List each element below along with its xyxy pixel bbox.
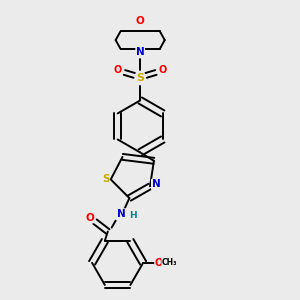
Text: O: O	[86, 213, 94, 223]
Text: N: N	[152, 179, 160, 189]
Text: N: N	[136, 47, 145, 57]
Text: S: S	[136, 74, 144, 83]
Text: O: O	[155, 258, 163, 268]
Text: H: H	[130, 211, 137, 220]
Text: O: O	[159, 65, 167, 76]
Text: CH₃: CH₃	[162, 258, 177, 267]
Text: S: S	[102, 174, 110, 184]
Text: O: O	[113, 65, 122, 76]
Text: N: N	[117, 209, 126, 219]
Text: O: O	[136, 16, 145, 26]
